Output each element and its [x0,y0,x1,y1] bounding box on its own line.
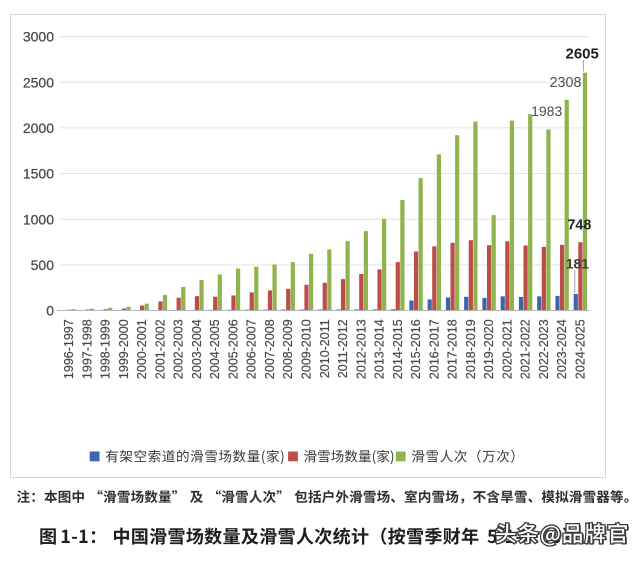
svg-text:1999-2000: 1999-2000 [117,319,131,379]
svg-text:748: 748 [567,218,591,234]
svg-text:3000: 3000 [23,29,54,45]
svg-text:2013-2014: 2013-2014 [373,319,387,379]
svg-text:2500: 2500 [23,74,54,90]
svg-text:2010-2011: 2010-2011 [318,319,332,378]
svg-text:2000-2001: 2000-2001 [135,319,149,379]
svg-text:2017-2018: 2017-2018 [446,319,460,379]
svg-text:2006-2007: 2006-2007 [245,319,259,379]
svg-text:1998-1999: 1998-1999 [99,319,113,379]
svg-text:2008-2009: 2008-2009 [281,319,295,379]
svg-text:2011-2012: 2011-2012 [336,319,350,378]
svg-text:2003-2004: 2003-2004 [190,319,204,379]
svg-text:2004-2005: 2004-2005 [208,319,222,379]
svg-text:500: 500 [31,257,55,273]
svg-text:2001-2002: 2001-2002 [153,319,167,379]
svg-text:2308: 2308 [550,75,582,91]
svg-text:1983: 1983 [531,103,562,119]
svg-text:2016-2017: 2016-2017 [427,319,441,379]
svg-text:2015-2016: 2015-2016 [409,319,423,379]
svg-text:2020-2021: 2020-2021 [500,319,514,379]
svg-text:1000: 1000 [23,211,54,227]
svg-text:2021-2022: 2021-2022 [519,319,533,379]
svg-text:2024-2025: 2024-2025 [573,319,587,379]
svg-text:1996-1997: 1996-1997 [62,319,76,379]
svg-text:2014-2015: 2014-2015 [391,319,405,379]
svg-text:181: 181 [566,256,590,272]
svg-text:2009-2010: 2009-2010 [299,319,313,379]
svg-text:1997-1998: 1997-1998 [80,319,94,379]
svg-text:2023-2024: 2023-2024 [555,319,569,379]
svg-text:1500: 1500 [23,166,54,182]
svg-text:2012-2013: 2012-2013 [354,319,368,379]
svg-text:2005-2006: 2005-2006 [226,319,240,379]
svg-text:2605: 2605 [566,46,599,63]
svg-text:2018-2019: 2018-2019 [464,319,478,379]
svg-text:2019-2020: 2019-2020 [482,319,496,379]
svg-text:2007-2008: 2007-2008 [263,319,277,379]
svg-text:2000: 2000 [23,120,54,136]
svg-text:2002-2003: 2002-2003 [172,319,186,379]
svg-text:2022-2023: 2022-2023 [537,319,551,379]
svg-text:0: 0 [46,303,54,319]
